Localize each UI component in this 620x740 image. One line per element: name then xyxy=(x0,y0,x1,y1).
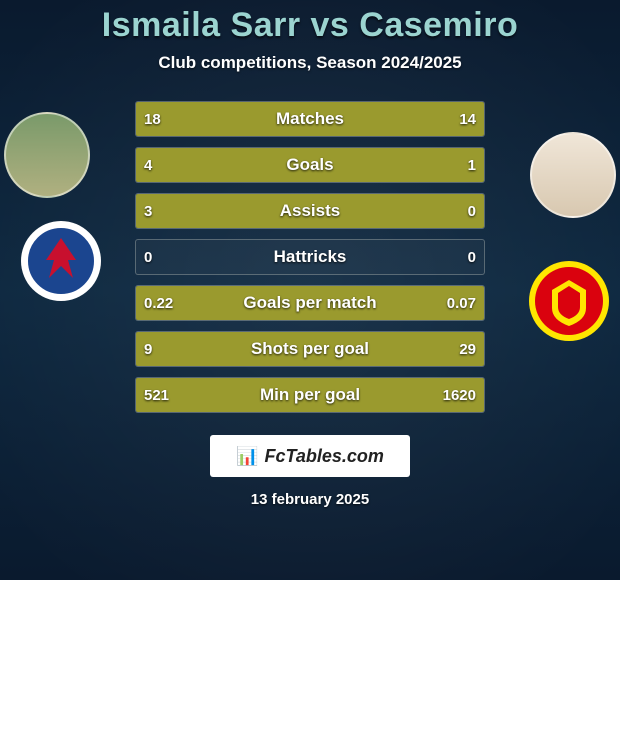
stat-value-right: 1620 xyxy=(435,378,484,412)
site-logo: 📊 FcTables.com xyxy=(210,435,410,477)
stat-value-left: 4 xyxy=(136,148,160,182)
shield-icon xyxy=(526,258,612,344)
stat-value-right: 1 xyxy=(460,148,484,182)
stat-value-right: 29 xyxy=(451,332,484,366)
club-left-badge xyxy=(18,218,104,304)
stat-value-left: 0.22 xyxy=(136,286,181,320)
comparison-bars: Matches1814Goals41Assists30Hattricks00Go… xyxy=(135,101,485,413)
stat-value-left: 0 xyxy=(136,240,160,274)
stat-value-right: 14 xyxy=(451,102,484,136)
stat-value-left: 18 xyxy=(136,102,169,136)
stat-row: Goals per match0.22 0.07 xyxy=(135,285,485,321)
stat-label: Goals per match xyxy=(136,286,484,320)
footer-date: 13 february 2025 xyxy=(251,491,369,508)
page-title: Ismaila Sarr vs Casemiro xyxy=(102,6,518,45)
page-subtitle: Club competitions, Season 2024/2025 xyxy=(158,53,461,73)
eagle-icon xyxy=(18,218,104,304)
stat-row: Matches18 14 xyxy=(135,101,485,137)
stat-value-left: 9 xyxy=(136,332,160,366)
stat-value-right: 0 xyxy=(460,240,484,274)
stat-label: Shots per goal xyxy=(136,332,484,366)
stat-value-right: 0.07 xyxy=(439,286,484,320)
player-left-avatar xyxy=(4,112,90,198)
main-container: Ismaila Sarr vs Casemiro Club competitio… xyxy=(0,0,620,580)
stat-row: Assists3 0 xyxy=(135,193,485,229)
stat-label: Goals xyxy=(136,148,484,182)
stat-row: Min per goal521 1620 xyxy=(135,377,485,413)
stat-row: Hattricks0 0 xyxy=(135,239,485,275)
stat-label: Hattricks xyxy=(136,240,484,274)
player-right-avatar xyxy=(530,132,616,218)
chart-icon: 📊 xyxy=(236,446,258,467)
stat-value-left: 3 xyxy=(136,194,160,228)
stat-value-right: 0 xyxy=(460,194,484,228)
stat-row: Goals4 1 xyxy=(135,147,485,183)
stat-label: Assists xyxy=(136,194,484,228)
stat-row: Shots per goal9 29 xyxy=(135,331,485,367)
stat-value-left: 521 xyxy=(136,378,177,412)
site-name: FcTables.com xyxy=(265,446,384,467)
stat-label: Min per goal xyxy=(136,378,484,412)
stat-label: Matches xyxy=(136,102,484,136)
club-right-badge xyxy=(526,258,612,344)
